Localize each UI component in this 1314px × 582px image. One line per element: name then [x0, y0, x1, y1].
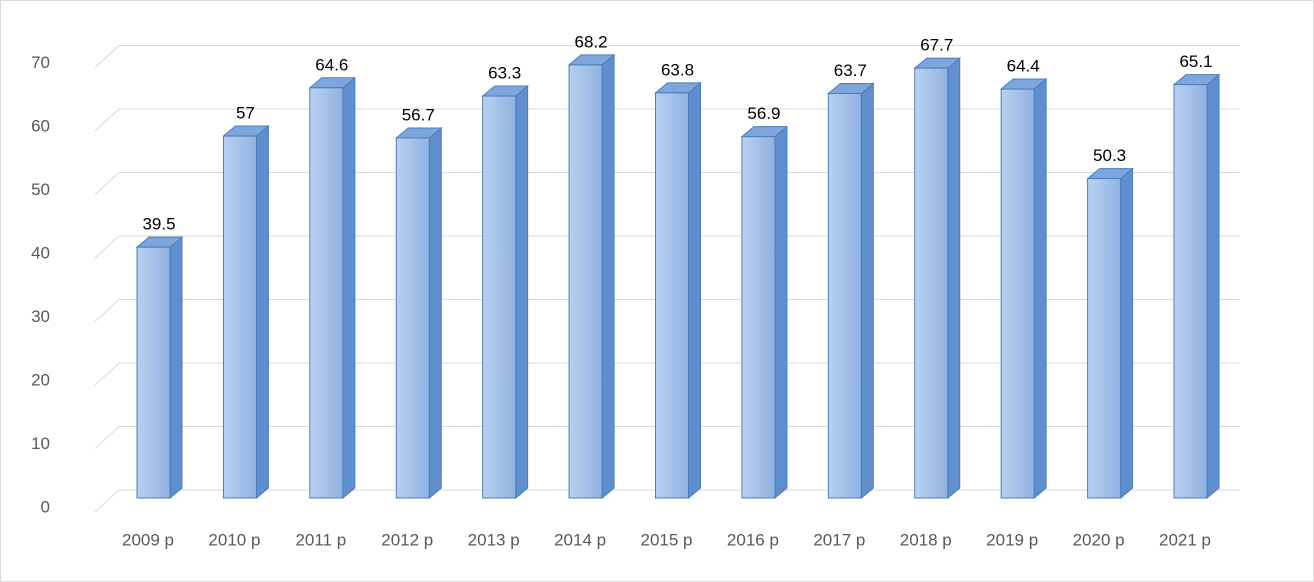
bar-side [774, 125, 788, 500]
bar-side [860, 82, 874, 500]
bar [309, 87, 344, 499]
x-tick-label: 2018 р [900, 530, 952, 549]
x-tick-label: 2017 р [813, 530, 865, 549]
bar [827, 93, 862, 499]
bar-side [428, 126, 442, 500]
data-label: 67.7 [920, 36, 953, 55]
bar [1173, 84, 1208, 499]
x-tick-label: 2020 р [1073, 530, 1125, 549]
bar [741, 136, 776, 499]
data-label: 39.5 [142, 215, 175, 234]
data-label: 56.9 [747, 104, 780, 123]
bar [1000, 88, 1035, 499]
y-tick-label: 0 [41, 497, 50, 516]
data-label: 63.8 [661, 60, 694, 79]
x-tick-label: 2011 р [295, 530, 346, 549]
bar [655, 92, 689, 499]
bar [914, 67, 949, 499]
x-tick-label: 2014 р [554, 530, 606, 549]
data-label: 56.7 [402, 105, 435, 124]
bar [395, 137, 430, 499]
data-label: 64.4 [1007, 57, 1040, 76]
bar-side [169, 236, 183, 500]
bar-side [515, 84, 529, 500]
y-tick-label: 70 [31, 53, 50, 72]
bar [136, 246, 171, 499]
bar-side [1033, 77, 1047, 500]
x-tick-label: 2009 р [122, 530, 174, 549]
bar-side [1120, 167, 1134, 500]
data-label: 50.3 [1093, 146, 1126, 165]
bar [482, 95, 517, 499]
x-tick-label: 2012 р [381, 530, 433, 549]
bar-side [947, 57, 961, 500]
x-tick-label: 2010 р [208, 530, 260, 549]
grid-line [94, 45, 1240, 68]
bar-side [601, 53, 615, 500]
y-tick-label: 50 [31, 180, 50, 199]
y-tick-label: 20 [31, 370, 50, 389]
x-tick-label: 2021 р [1159, 530, 1211, 549]
y-tick-label: 40 [31, 243, 50, 262]
x-tick-label: 2016 р [727, 530, 779, 549]
data-label: 64.6 [315, 55, 348, 74]
data-label: 57 [236, 104, 255, 123]
x-tick-label: 2013 р [468, 530, 520, 549]
y-tick-label: 60 [31, 116, 50, 135]
data-label: 63.7 [834, 61, 867, 80]
data-label: 68.2 [575, 32, 608, 51]
bar-side [688, 81, 701, 500]
data-label: 65.1 [1179, 52, 1212, 71]
y-tick-label: 30 [31, 307, 50, 326]
bar [222, 135, 257, 499]
data-label: 63.3 [488, 64, 521, 83]
y-tick-label: 10 [31, 434, 50, 453]
x-tick-label: 2015 р [641, 530, 693, 549]
x-tick-label: 2019 р [986, 530, 1038, 549]
bar-side [1206, 73, 1220, 500]
bar-side [255, 124, 269, 500]
bar-side [342, 76, 356, 500]
bar [568, 64, 603, 499]
bar [1087, 178, 1122, 499]
